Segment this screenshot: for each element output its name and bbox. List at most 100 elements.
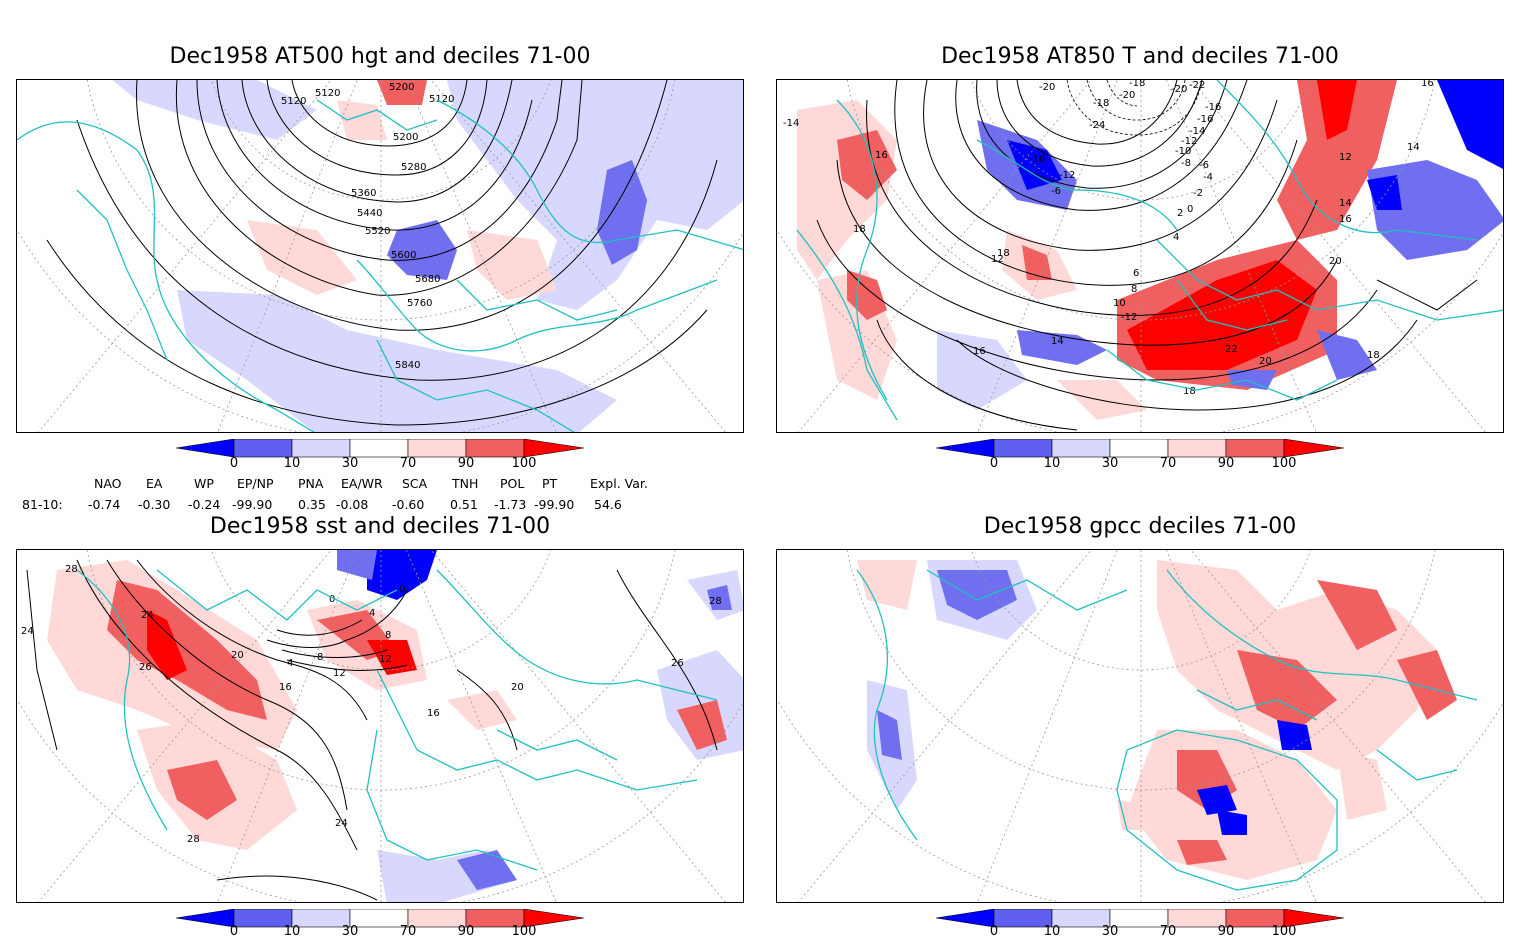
anomaly-blue-mid bbox=[597, 160, 647, 265]
svg-text:-18: -18 bbox=[1093, 98, 1109, 109]
svg-text:5120: 5120 bbox=[315, 88, 340, 99]
index-row-label: 81-10: bbox=[22, 497, 63, 512]
index-value: -0.08 bbox=[336, 497, 369, 512]
svg-text:12: 12 bbox=[1339, 152, 1352, 163]
map-sst-svg: 28 24 24 20 26 16 4 8 12 0 4 8 12 16 20 … bbox=[17, 550, 743, 902]
svg-text:5120: 5120 bbox=[429, 94, 454, 105]
colorbar-tick: 30 bbox=[341, 924, 359, 939]
index-value: 0.35 bbox=[298, 497, 326, 512]
svg-text:16: 16 bbox=[427, 708, 440, 719]
colorbar-tick: 70 bbox=[1159, 924, 1177, 939]
svg-text:-4: -4 bbox=[1203, 172, 1213, 183]
index-value: -99.90 bbox=[232, 497, 273, 512]
svg-text:-16: -16 bbox=[1205, 102, 1221, 113]
svg-text:18: 18 bbox=[997, 248, 1010, 259]
anomaly-red-light bbox=[247, 220, 357, 295]
svg-text:24: 24 bbox=[141, 610, 154, 621]
svg-text:14: 14 bbox=[1339, 198, 1352, 209]
map-gpcc bbox=[776, 549, 1504, 903]
svg-text:20: 20 bbox=[231, 650, 244, 661]
svg-text:-22: -22 bbox=[1189, 80, 1205, 91]
map-hgt500: 5120 5120 5200 5120 5200 5280 5360 5440 … bbox=[16, 79, 744, 433]
svg-text:16: 16 bbox=[1339, 214, 1352, 225]
map-hgt500-svg: 5120 5120 5200 5120 5200 5280 5360 5440 … bbox=[17, 80, 743, 432]
svg-text:-20: -20 bbox=[1171, 84, 1187, 95]
svg-text:5600: 5600 bbox=[391, 250, 416, 261]
svg-text:26: 26 bbox=[139, 662, 152, 673]
index-value: -0.24 bbox=[188, 497, 221, 512]
colorbar-sst: 0 10 30 70 90 100 bbox=[175, 908, 586, 939]
svg-text:14: 14 bbox=[1051, 336, 1064, 347]
index-value: -0.74 bbox=[88, 497, 121, 512]
svg-text:-24: -24 bbox=[1089, 120, 1105, 131]
svg-text:5280: 5280 bbox=[401, 162, 426, 173]
svg-text:26: 26 bbox=[671, 658, 684, 669]
anomaly-blue-light bbox=[177, 290, 617, 432]
map-t850-svg: -14 -20 -18 -20 -22 -20 -18 -16 -16 -24 … bbox=[777, 80, 1503, 432]
svg-text:12: 12 bbox=[991, 254, 1004, 265]
svg-text:0: 0 bbox=[399, 584, 405, 595]
index-header: PT bbox=[542, 476, 558, 491]
svg-text:-6: -6 bbox=[1051, 186, 1061, 197]
colorbar-tick: 70 bbox=[1159, 456, 1177, 471]
colorbar-tick: 30 bbox=[341, 456, 359, 471]
svg-text:0: 0 bbox=[1187, 204, 1193, 215]
colorbar-tick: 90 bbox=[457, 924, 475, 939]
colorbar-tick: 30 bbox=[1101, 924, 1119, 939]
anomaly-red-light bbox=[467, 230, 557, 300]
svg-text:5760: 5760 bbox=[407, 298, 432, 309]
panel-title-hgt500: Dec1958 AT500 hgt and deciles 71-00 bbox=[169, 44, 591, 69]
index-header: EA/WR bbox=[341, 476, 383, 491]
index-header: SCA bbox=[402, 476, 428, 491]
svg-text:4: 4 bbox=[369, 608, 375, 619]
colorbar-tick: 70 bbox=[399, 924, 417, 939]
svg-text:-6: -6 bbox=[1199, 160, 1209, 171]
svg-text:18: 18 bbox=[1183, 386, 1196, 397]
svg-text:-2: -2 bbox=[1193, 188, 1203, 199]
panel-title-t850: Dec1958 AT850 T and deciles 71-00 bbox=[941, 44, 1339, 69]
svg-text:20: 20 bbox=[1259, 356, 1272, 367]
index-value: -0.30 bbox=[138, 497, 171, 512]
index-value: -99.90 bbox=[534, 497, 575, 512]
svg-text:-20: -20 bbox=[1039, 82, 1055, 93]
panel-title-sst: Dec1958 sst and deciles 71-00 bbox=[209, 514, 551, 539]
index-header: EP/NP bbox=[237, 476, 274, 491]
index-value: -1.73 bbox=[494, 497, 527, 512]
index-header: EA bbox=[146, 476, 163, 491]
svg-text:28: 28 bbox=[709, 596, 722, 607]
index-header: TNH bbox=[452, 476, 479, 491]
colorbar-t850: 0 10 30 70 90 100 bbox=[935, 438, 1346, 475]
contour-labels-sst: 28 24 24 20 26 16 4 8 12 0 4 8 12 16 20 … bbox=[21, 564, 722, 845]
svg-text:24: 24 bbox=[335, 818, 348, 829]
svg-text:8: 8 bbox=[1131, 284, 1137, 295]
index-header: PNA bbox=[298, 476, 324, 491]
svg-text:20: 20 bbox=[1329, 256, 1342, 267]
svg-text:0: 0 bbox=[329, 594, 335, 605]
svg-text:16: 16 bbox=[279, 682, 292, 693]
svg-text:-12: -12 bbox=[1121, 312, 1137, 323]
colorbar-gpcc-svg bbox=[935, 908, 1345, 928]
map-gpcc-svg bbox=[777, 550, 1503, 902]
colorbar-tick: 0 bbox=[989, 456, 999, 471]
colorbar-tick: 30 bbox=[1101, 456, 1119, 471]
index-header: WP bbox=[194, 476, 214, 491]
index-header: NAO bbox=[94, 476, 122, 491]
colorbar-tick: 10 bbox=[283, 924, 301, 939]
colorbar-hgt500-svg bbox=[175, 438, 585, 458]
anomaly-red-light bbox=[337, 100, 387, 140]
svg-text:12: 12 bbox=[333, 668, 346, 679]
svg-text:-16: -16 bbox=[1029, 154, 1045, 165]
colorbar-gpcc: 0 10 30 70 90 100 bbox=[935, 908, 1346, 939]
colorbar-tick: 0 bbox=[229, 924, 239, 939]
svg-text:18: 18 bbox=[853, 224, 866, 235]
colorbar-tick: 90 bbox=[457, 456, 475, 471]
index-value: 54.6 bbox=[594, 497, 622, 512]
svg-text:12: 12 bbox=[379, 654, 392, 665]
svg-text:4: 4 bbox=[287, 658, 293, 669]
svg-text:18: 18 bbox=[1367, 350, 1380, 361]
svg-text:4: 4 bbox=[1173, 232, 1179, 243]
svg-text:5440: 5440 bbox=[357, 208, 382, 219]
svg-text:24: 24 bbox=[21, 626, 34, 637]
svg-text:-16: -16 bbox=[1197, 114, 1213, 125]
colorbar-tick: 100 bbox=[511, 456, 537, 471]
